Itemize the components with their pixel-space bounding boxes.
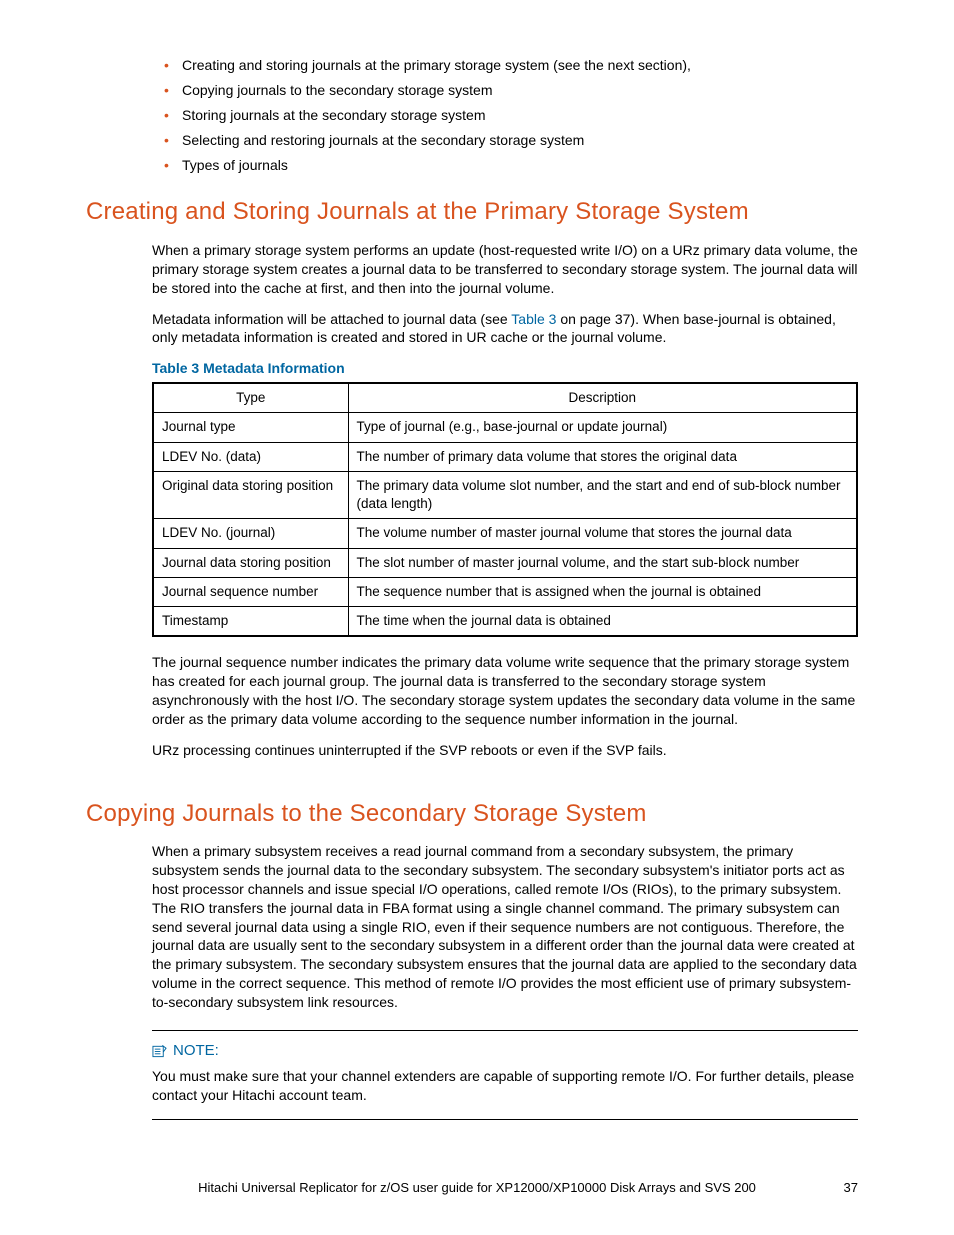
table-cell: The volume number of master journal volu… [348,519,857,548]
table-row: Journal sequence numberThe sequence numb… [153,577,857,606]
list-item: Types of journals [164,156,858,175]
table-cell: Journal data storing position [153,548,348,577]
table-header-row: Type Description [153,383,857,413]
list-item: Creating and storing journals at the pri… [164,56,858,75]
table-cell: Type of journal (e.g., base-journal or u… [348,413,857,442]
list-item: Copying journals to the secondary storag… [164,81,858,100]
paragraph: When a primary subsystem receives a read… [152,842,858,1012]
table-cell: Original data storing position [153,471,348,518]
table-cell: Journal sequence number [153,577,348,606]
table-row: Original data storing positionThe primar… [153,471,857,518]
metadata-table: Type Description Journal typeType of jou… [152,382,858,637]
table-cell: The sequence number that is assigned whe… [348,577,857,606]
table-header-cell: Description [348,383,857,413]
table-cell: LDEV No. (journal) [153,519,348,548]
paragraph: URz processing continues uninterrupted i… [152,741,858,760]
page-footer: Hitachi Universal Replicator for z/OS us… [0,1179,954,1197]
note-block: NOTE: You must make sure that your chann… [152,1030,858,1120]
table-crossref-link[interactable]: Table 3 [511,311,556,327]
table-caption: Table 3 Metadata Information [152,359,858,378]
table-header-cell: Type [153,383,348,413]
table-cell: The primary data volume slot number, and… [348,471,857,518]
note-body: You must make sure that your channel ext… [152,1067,858,1105]
paragraph: When a primary storage system performs a… [152,241,858,298]
table-row: Journal data storing positionThe slot nu… [153,548,857,577]
table-row: TimestampThe time when the journal data … [153,606,857,636]
footer-text: Hitachi Universal Replicator for z/OS us… [198,1180,756,1195]
paragraph: Metadata information will be attached to… [152,310,858,348]
paragraph: The journal sequence number indicates th… [152,653,858,729]
bullet-text: Copying journals to the secondary storag… [182,82,493,98]
table-cell: Timestamp [153,606,348,636]
section-heading-copying-journals: Copying Journals to the Secondary Storag… [86,798,858,830]
list-item: Storing journals at the secondary storag… [164,106,858,125]
section-heading-creating-journals: Creating and Storing Journals at the Pri… [86,196,858,228]
table-row: LDEV No. (journal)The volume number of m… [153,519,857,548]
text-run: Metadata information will be attached to… [152,311,511,327]
table-cell: The slot number of master journal volume… [348,548,857,577]
intro-bullet-list: Creating and storing journals at the pri… [164,56,858,174]
table-cell: The time when the journal data is obtain… [348,606,857,636]
bullet-text: Creating and storing journals at the pri… [182,57,691,73]
table-cell: LDEV No. (data) [153,442,348,471]
note-heading: NOTE: [152,1041,858,1061]
bullet-text: Storing journals at the secondary storag… [182,107,486,123]
table-row: Journal typeType of journal (e.g., base-… [153,413,857,442]
page-number: 37 [844,1179,858,1197]
list-item: Selecting and restoring journals at the … [164,131,858,150]
table-row: LDEV No. (data)The number of primary dat… [153,442,857,471]
table-cell: The number of primary data volume that s… [348,442,857,471]
bullet-text: Types of journals [182,157,288,173]
note-label: NOTE: [173,1041,219,1061]
bullet-text: Selecting and restoring journals at the … [182,132,584,148]
table-cell: Journal type [153,413,348,442]
note-icon [152,1044,167,1058]
